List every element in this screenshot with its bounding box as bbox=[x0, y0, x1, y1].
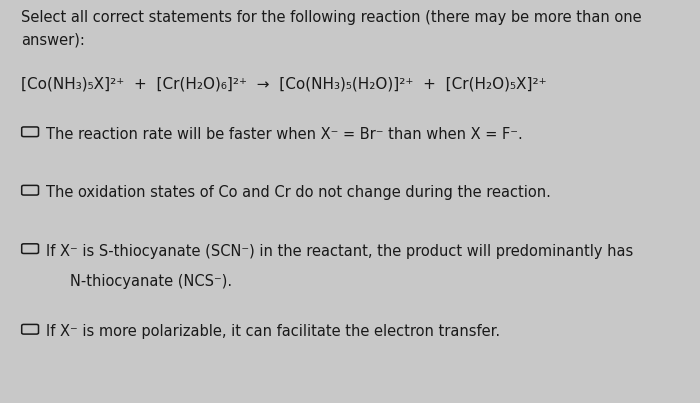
Text: The reaction rate will be faster when X⁻ = Br⁻ than when X = F⁻.: The reaction rate will be faster when X⁻… bbox=[46, 127, 522, 142]
Text: If X⁻ is S-thiocyanate (SCN⁻) in the reactant, the product will predominantly ha: If X⁻ is S-thiocyanate (SCN⁻) in the rea… bbox=[46, 244, 633, 259]
Text: answer):: answer): bbox=[21, 32, 85, 47]
Text: Select all correct statements for the following reaction (there may be more than: Select all correct statements for the fo… bbox=[21, 10, 642, 25]
Text: If X⁻ is more polarizable, it can facilitate the electron transfer.: If X⁻ is more polarizable, it can facili… bbox=[46, 324, 500, 339]
Text: N-thiocyanate (NCS⁻).: N-thiocyanate (NCS⁻). bbox=[70, 274, 232, 289]
Text: [Co(NH₃)₅X]²⁺  +  [Cr(H₂O)₆]²⁺  →  [Co(NH₃)₅(H₂O)]²⁺  +  [Cr(H₂O)₅X]²⁺: [Co(NH₃)₅X]²⁺ + [Cr(H₂O)₆]²⁺ → [Co(NH₃)₅… bbox=[21, 77, 547, 91]
Text: The oxidation states of Co and Cr do not change during the reaction.: The oxidation states of Co and Cr do not… bbox=[46, 185, 550, 200]
